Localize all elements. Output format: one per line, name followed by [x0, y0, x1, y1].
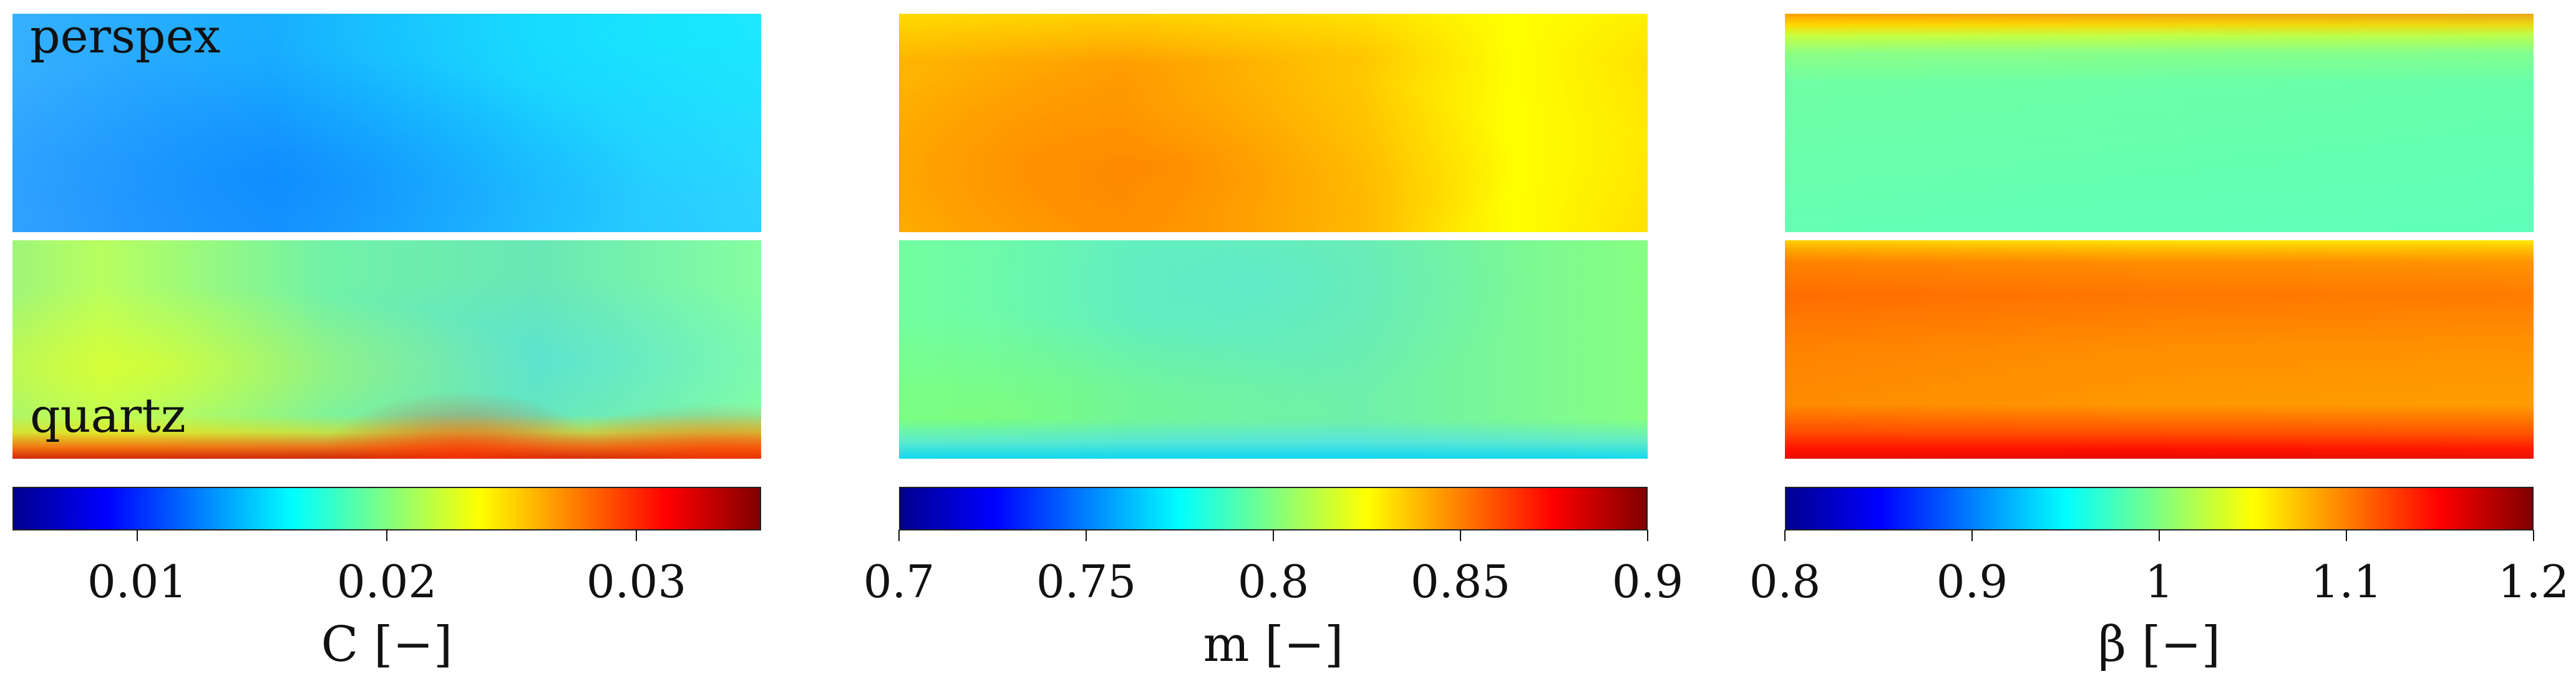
heatmap-quartz-m [899, 240, 1648, 459]
colorbar-axis-label-1: m [−] [1203, 617, 1344, 673]
colorbar-tick-label-0-1: 0.02 [337, 555, 437, 608]
colorbar-tick-label-2-2: 1 [2145, 555, 2174, 608]
colorbar-tick-label-2-4: 1.2 [2498, 555, 2570, 608]
colorbar-axis-label-2: β [−] [2098, 617, 2220, 673]
colorbar-tick-label-0-0: 0.01 [87, 555, 187, 608]
label-perspex: perspex [30, 8, 221, 64]
heatmap-quartz-c [12, 240, 761, 459]
colorbar-axis-c: 0.01 0.02 0.03 C [−] [87, 530, 686, 673]
colorbar-m [899, 487, 1648, 530]
colorbar-beta [1785, 487, 2534, 530]
colorbar-tick-label-1-0: 0.7 [863, 555, 935, 608]
colorbar-tick-label-1-1: 0.75 [1036, 555, 1136, 608]
heatmap-perspex-c [12, 14, 761, 232]
colorbar-axis-label-0: C [−] [321, 617, 453, 673]
colorbar-tick-label-1-3: 0.85 [1411, 555, 1510, 608]
colorbar-tick-label-1-4: 0.9 [1612, 555, 1684, 608]
colorbar-tick-label-2-1: 0.9 [1937, 555, 2008, 608]
label-quartz: quartz [30, 388, 186, 443]
colorbar-tick-label-2-0: 0.8 [1749, 555, 1821, 608]
heatmap-perspex-m [899, 14, 1648, 232]
panel-beta: 0.8 0.9 1 1.1 1.2 β [−] [1749, 0, 2569, 694]
colorbar-c [12, 487, 761, 530]
colorbar-axis-beta: 0.8 0.9 1 1.1 1.2 β [−] [1749, 530, 2570, 673]
panel-m: 0.7 0.75 0.8 0.85 0.9 m [−] [863, 0, 1683, 694]
colorbar-axis-m: 0.7 0.75 0.8 0.85 0.9 m [−] [863, 530, 1684, 673]
colorbar-tick-label-0-2: 0.03 [586, 555, 686, 608]
colorbar-tick-label-2-3: 1.1 [2311, 555, 2383, 608]
heatmap-perspex-beta [1785, 14, 2534, 232]
colorbar-tick-label-1-2: 0.8 [1238, 555, 1310, 608]
panel-c: 0.01 0.02 0.03 C [−] perspex quartz [12, 0, 761, 694]
heatmap-quartz-beta [1785, 240, 2534, 459]
